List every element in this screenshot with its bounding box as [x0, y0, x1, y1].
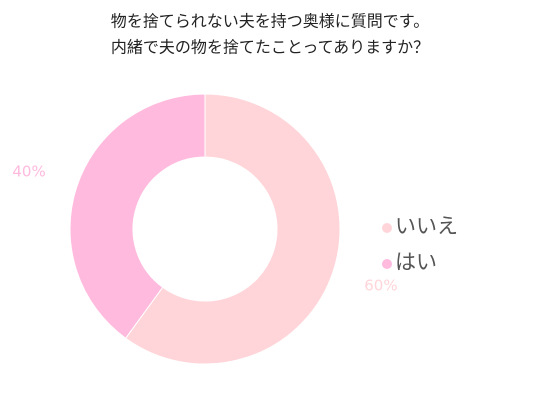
legend-marker	[382, 223, 392, 233]
data-label: 40%	[12, 162, 45, 180]
legend-label: はい	[395, 250, 437, 274]
chart-title: 物を捨てられない夫を持つ奥様に質問です。	[111, 12, 429, 31]
data-label: 60%	[364, 277, 397, 295]
legend-label: いいえ	[395, 214, 458, 238]
pie-slice	[69, 93, 206, 339]
chart-title: 内緒で夫の物を捨てたことってありますか？	[111, 38, 429, 57]
pie-slice	[124, 93, 341, 365]
legend-marker	[382, 259, 392, 269]
